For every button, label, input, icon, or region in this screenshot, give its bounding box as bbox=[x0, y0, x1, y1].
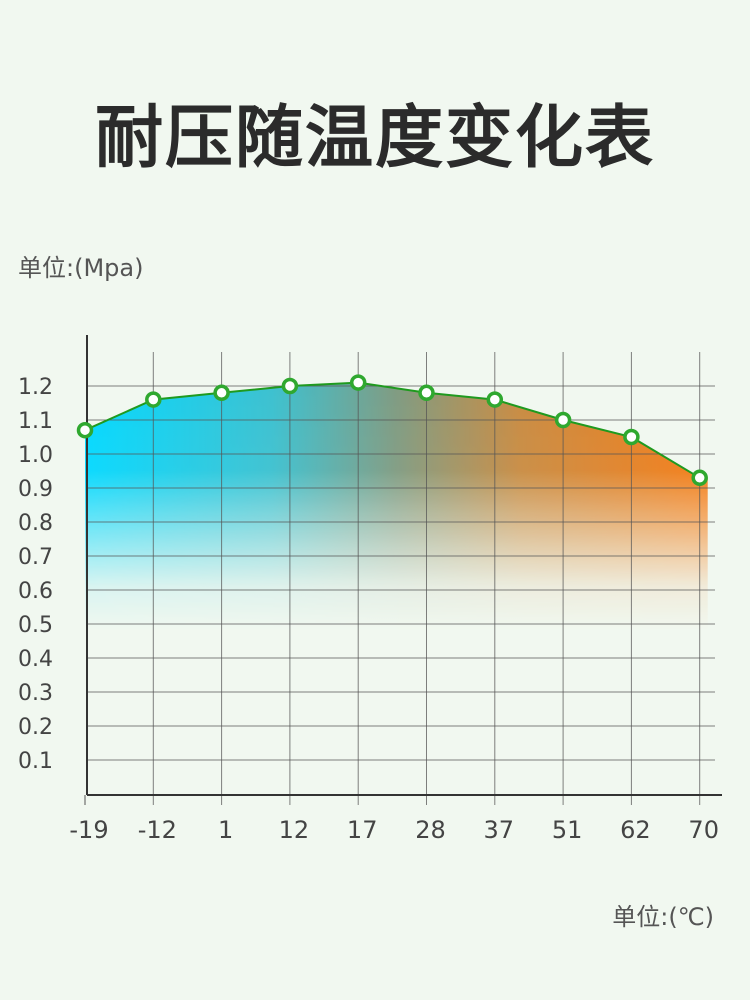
y-tick-label: 0.4 bbox=[18, 647, 53, 672]
x-tick-label: 62 bbox=[620, 816, 651, 844]
x-axis-unit-label: 单位:(℃) bbox=[612, 903, 714, 931]
data-point bbox=[418, 384, 435, 402]
y-tick-label: 0.2 bbox=[18, 715, 53, 740]
y-axis-unit-label: 单位:(Mpa) bbox=[18, 254, 144, 282]
x-tick-label: 17 bbox=[347, 816, 378, 844]
y-tick-label: 1.0 bbox=[18, 443, 53, 468]
x-tick-label: -12 bbox=[138, 816, 177, 844]
y-tick-label: 1.1 bbox=[18, 409, 53, 434]
y-tick-label: 0.3 bbox=[18, 681, 53, 706]
y-tick-label: 0.8 bbox=[18, 511, 53, 536]
x-tick-label: 12 bbox=[279, 816, 310, 844]
data-point bbox=[349, 374, 367, 391]
x-tick-label: 70 bbox=[688, 816, 719, 844]
data-point bbox=[691, 469, 708, 487]
y-tick-label: 0.7 bbox=[18, 545, 53, 570]
y-tick-label: 1.2 bbox=[18, 375, 53, 400]
series-line bbox=[84, 381, 701, 479]
data-point bbox=[623, 428, 640, 446]
y-tick-label: 0.9 bbox=[18, 477, 53, 502]
y-tick-label: 0.1 bbox=[18, 749, 53, 774]
data-point bbox=[281, 377, 299, 395]
data-point bbox=[76, 421, 94, 439]
area-fill bbox=[85, 382, 708, 640]
x-tick-label: 51 bbox=[552, 816, 583, 844]
x-tick-label: -19 bbox=[69, 816, 108, 844]
data-point bbox=[145, 391, 162, 408]
data-point bbox=[213, 384, 230, 402]
page-title: 耐压随温度变化表 bbox=[94, 99, 655, 178]
x-tick-label: 1 bbox=[218, 816, 233, 844]
data-point bbox=[486, 391, 504, 408]
data-point bbox=[554, 411, 572, 429]
y-tick-label: 0.6 bbox=[18, 579, 53, 604]
y-tick-label: 0.5 bbox=[18, 613, 53, 638]
x-tick-label: 37 bbox=[484, 816, 515, 844]
x-tick-label: 28 bbox=[415, 816, 446, 844]
